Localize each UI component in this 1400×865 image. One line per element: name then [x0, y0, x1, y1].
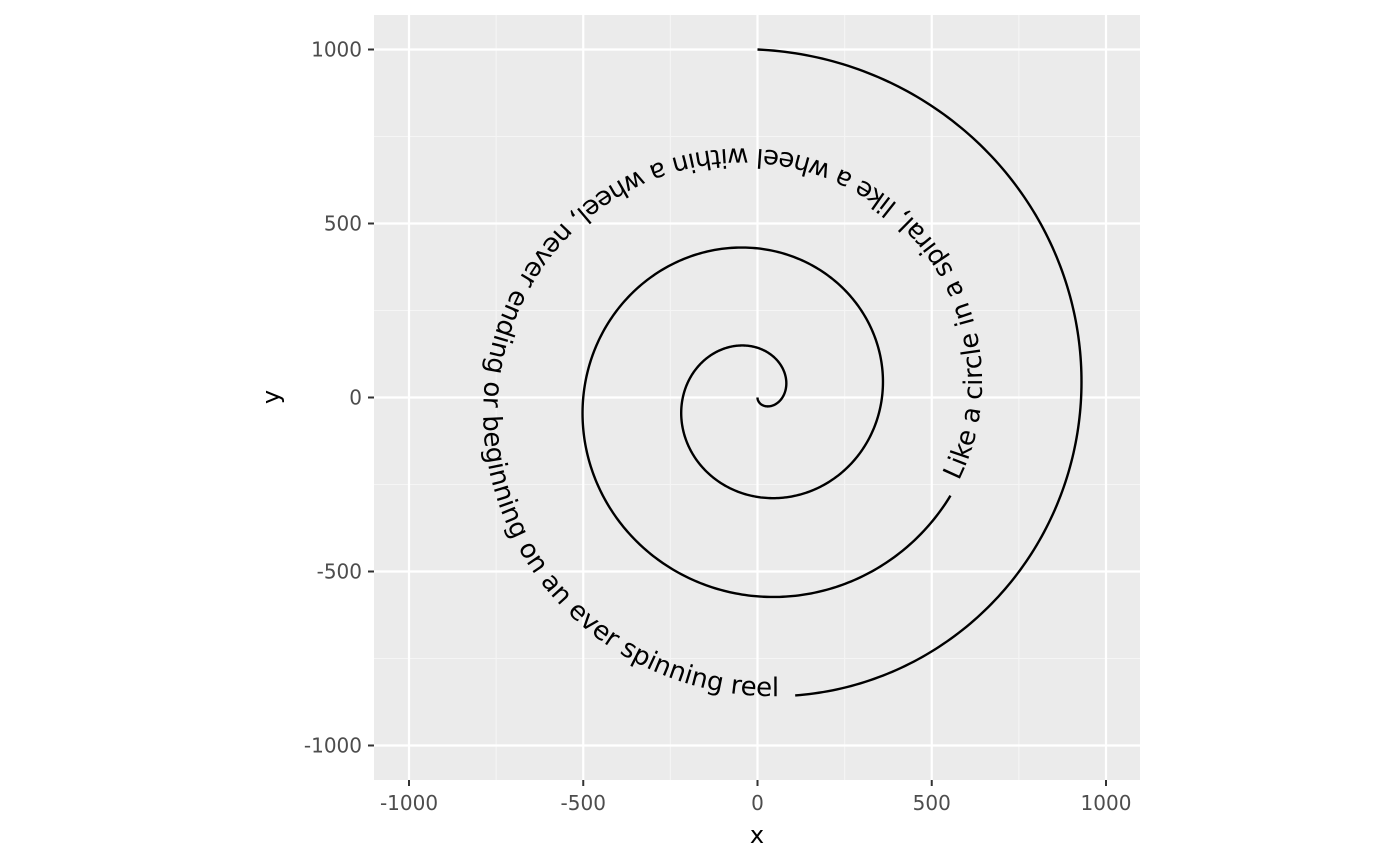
- y-tick-label: 0: [349, 386, 362, 410]
- x-tick-label: 1000: [1081, 791, 1132, 815]
- x-tick-label: -500: [561, 791, 606, 815]
- x-axis-title: x: [750, 821, 764, 849]
- axes: -1000 -500 0 500 1000 -1000 -500 0 500 1000: [304, 38, 1132, 816]
- x-tick-label: -1000: [380, 791, 438, 815]
- x-tick-label: 500: [913, 791, 951, 815]
- spiral-line-inner: [581, 246, 952, 599]
- spiral-line-outer: [757, 48, 1083, 697]
- x-tick-label: 0: [751, 791, 764, 815]
- y-tick-label: -1000: [304, 734, 362, 758]
- y-tick-label: -500: [317, 560, 362, 584]
- y-tick-label: 500: [324, 212, 362, 236]
- y-tick-label: 1000: [311, 38, 362, 62]
- y-axis-title: y: [257, 390, 285, 404]
